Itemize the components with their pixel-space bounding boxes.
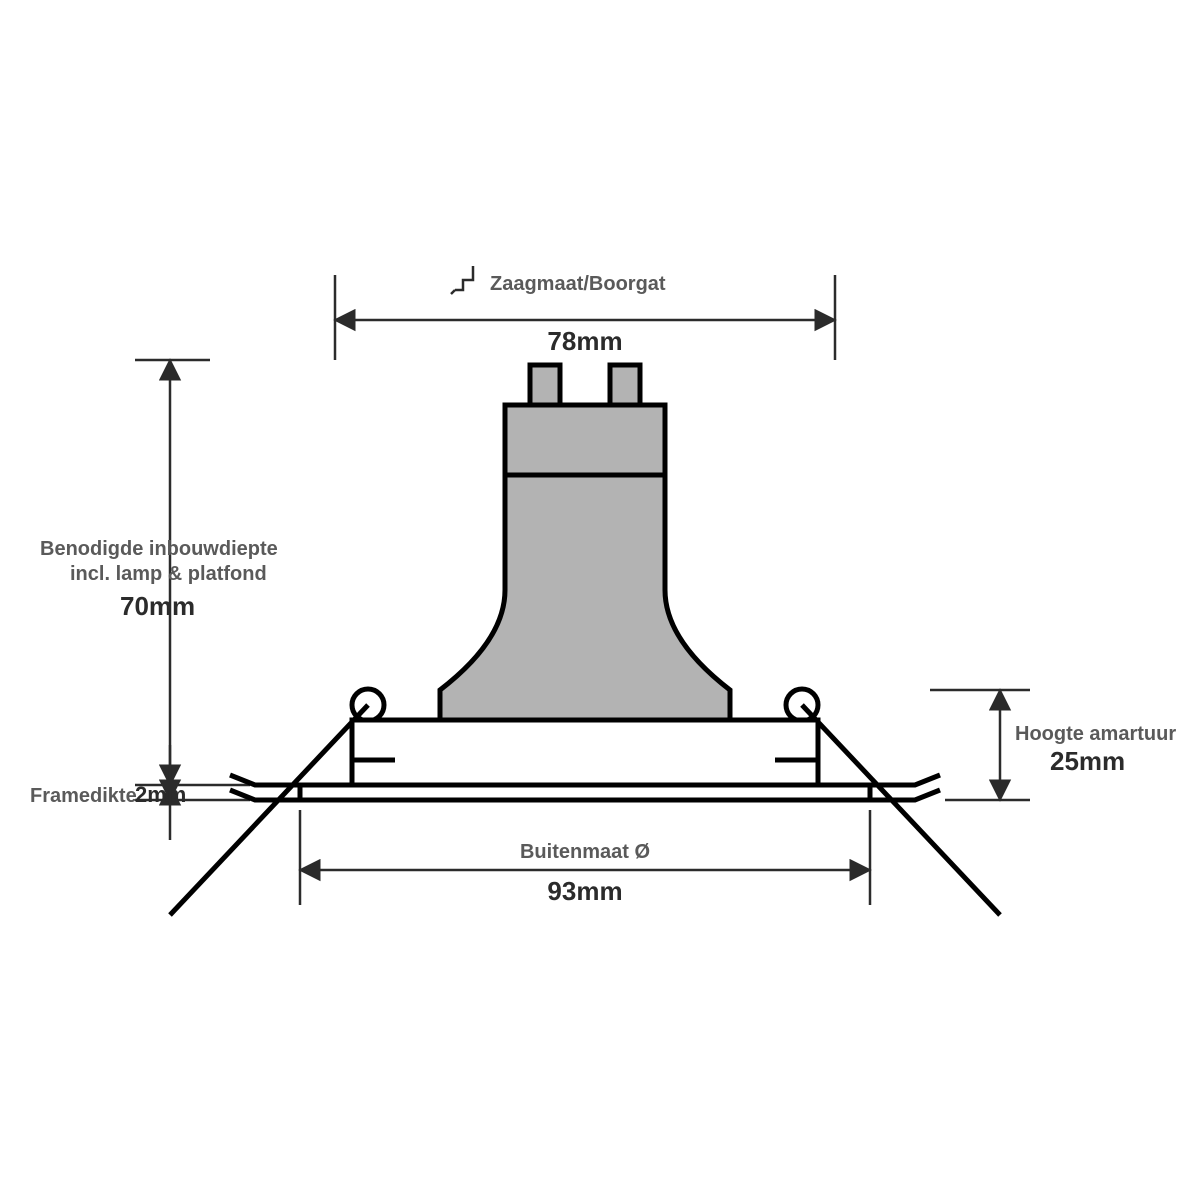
spotlight-dimension-diagram: Zaagmaat/Boorgat 78mm Benodigde inbouwdi… — [0, 0, 1200, 1200]
dim-bore-value: 78mm — [547, 326, 622, 356]
dim-frame-value: 2mm — [135, 782, 186, 807]
dim-bore-label: Zaagmaat/Boorgat — [490, 273, 666, 295]
dim-depth-label2: incl. lamp & platfond — [70, 563, 267, 585]
dim-height-value: 25mm — [1050, 746, 1125, 776]
dim-depth-label1: Benodigde inbouwdiepte — [40, 538, 278, 560]
dim-height-label: Hoogte amartuur — [1015, 723, 1176, 745]
dim-height: Hoogte amartuur 25mm — [930, 690, 1176, 800]
dim-frame-label: Framedikte — [30, 785, 137, 807]
dim-outer-value: 93mm — [547, 876, 622, 906]
dim-bore: Zaagmaat/Boorgat 78mm — [335, 266, 835, 360]
dim-frame: Framedikte 2mm — [30, 745, 250, 840]
dim-outer: Buitenmaat Ø 93mm — [300, 810, 870, 906]
dim-depth-value: 70mm — [120, 591, 195, 621]
dim-depth: Benodigde inbouwdiepte incl. lamp & plat… — [40, 360, 278, 785]
bulb — [440, 365, 730, 720]
dim-outer-label: Buitenmaat Ø — [520, 841, 650, 863]
